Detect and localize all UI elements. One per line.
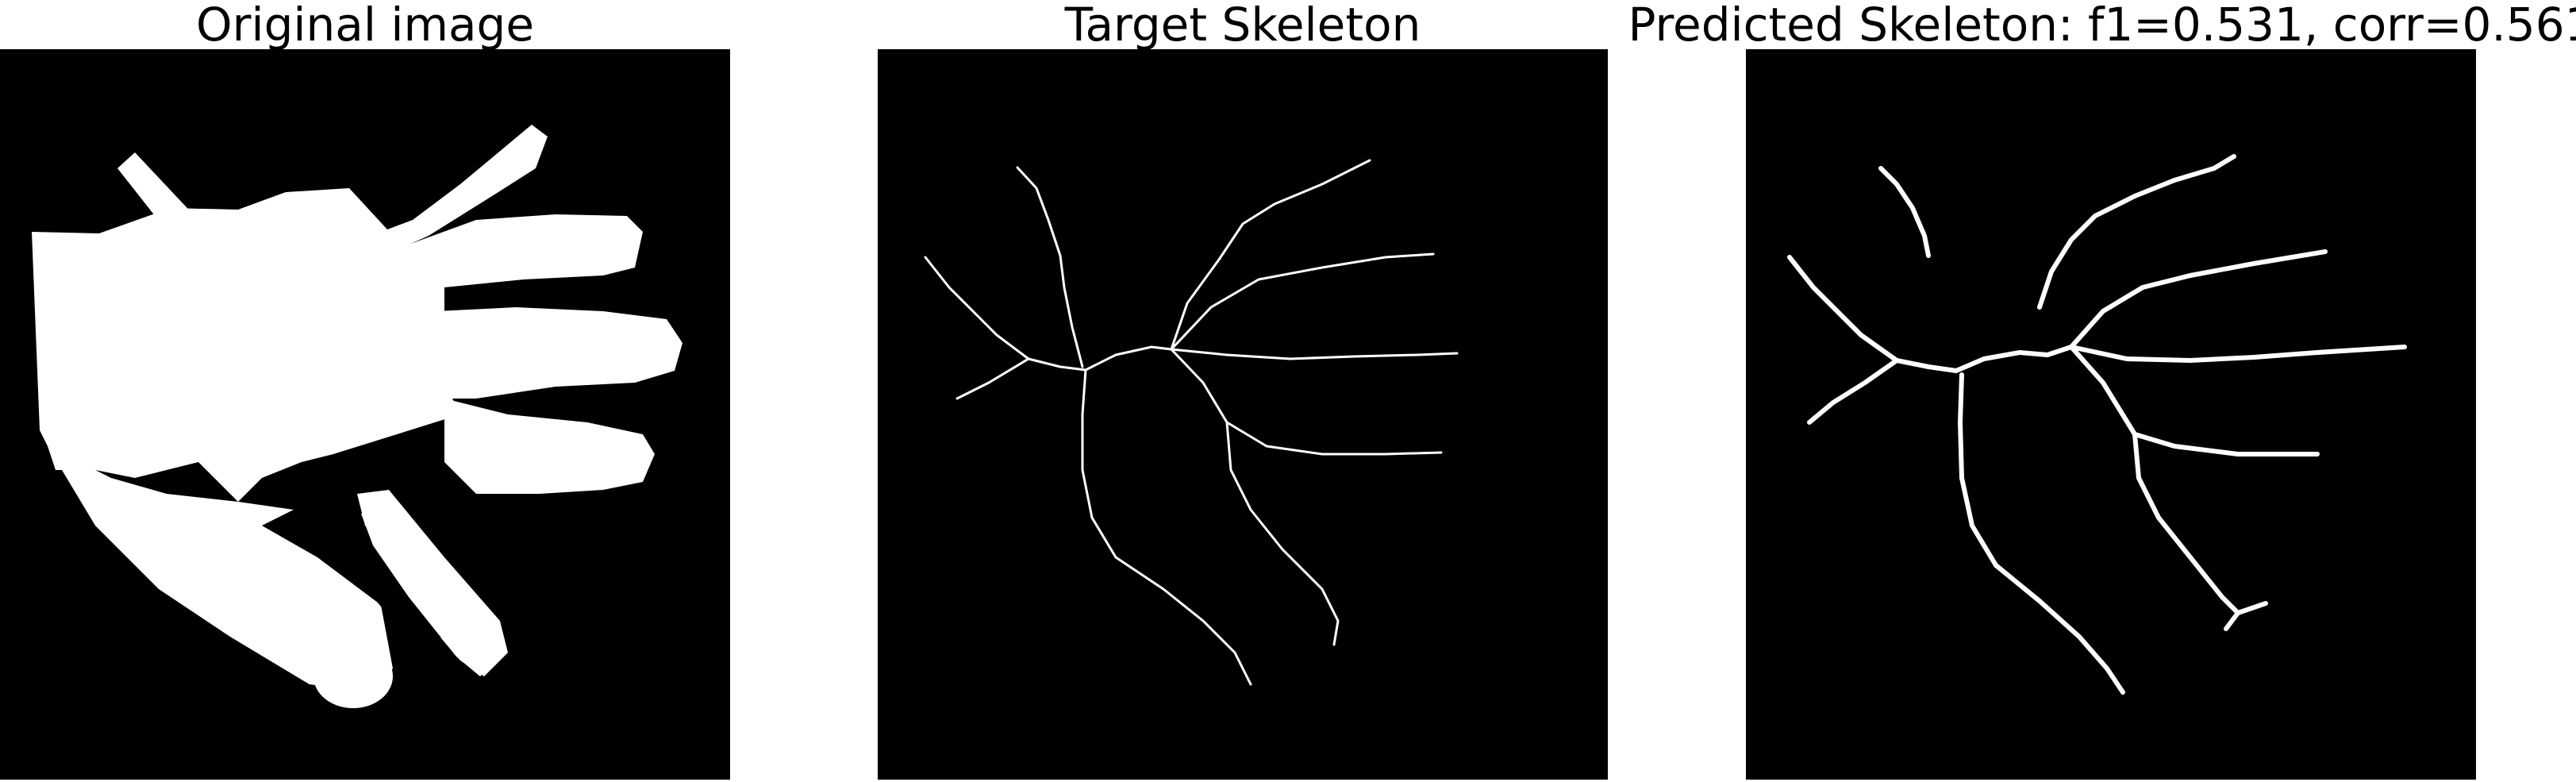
panel-title: Predicted Skeleton: f1=0.531, corr=0.561 bbox=[1628, 0, 2576, 52]
panel-target-skeleton: Target Skeleton bbox=[878, 0, 1608, 782]
hand-silhouette bbox=[0, 49, 730, 780]
original-image bbox=[0, 49, 730, 780]
predicted-skeleton-image bbox=[1746, 49, 2476, 780]
panel-predicted-skeleton: Predicted Skeleton: f1=0.531, corr=0.561 bbox=[1628, 0, 2576, 782]
target-skeleton bbox=[878, 49, 1608, 780]
panel-title: Original image bbox=[195, 0, 535, 52]
predicted-skeleton bbox=[1746, 49, 2476, 780]
target-skeleton-image bbox=[878, 49, 1608, 780]
panel-title: Target Skeleton bbox=[1064, 0, 1421, 52]
panel-original-image: Original image bbox=[0, 0, 730, 782]
